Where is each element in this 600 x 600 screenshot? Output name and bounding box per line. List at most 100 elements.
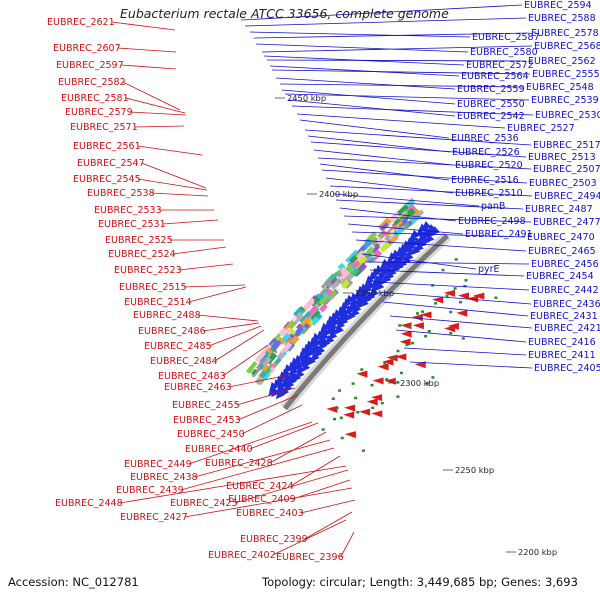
left-gene-label[interactable]: EUBREC_2428 [205,458,273,469]
right-leader-line [284,93,530,101]
right-gene-label[interactable]: EUBREC_2494 [534,191,600,202]
left-leader-line [111,21,176,31]
right-gene-label[interactable]: EUBREC_2580 [470,47,538,58]
left-gene-label[interactable]: EUBREC_2545 [73,174,141,185]
right-gene-label[interactable]: EUBREC_2536 [451,133,519,144]
small-feature-mark [391,357,395,361]
left-gene-label[interactable]: EUBREC_2425 [170,498,238,509]
left-gene-label[interactable]: EUBREC_2561 [73,141,141,152]
right-gene-label[interactable]: EUBREC_2572 [466,60,534,71]
right-gene-label[interactable]: EUBREC_2436 [533,299,600,310]
right-leader-line [373,281,530,291]
right-gene-label[interactable]: EUBREC_2416 [528,337,596,348]
right-gene-label[interactable]: EUBREC_2456 [531,259,599,270]
left-gene-label[interactable]: EUBREC_2440 [185,444,253,455]
right-gene-label[interactable]: EUBREC_2442 [531,285,599,296]
left-gene-label[interactable]: EUBREC_2524 [108,249,176,260]
left-gene-label[interactable]: EUBREC_2515 [119,282,187,293]
right-gene-label[interactable]: pyrE [478,264,500,275]
left-gene-label[interactable]: EUBREC_2449 [124,459,192,470]
right-gene-label[interactable]: EUBREC_2454 [526,271,594,282]
left-gene-label[interactable]: EUBREC_2424 [226,481,294,492]
left-gene-label[interactable]: EUBREC_2571 [70,122,138,133]
right-gene-label[interactable]: EUBREC_2539 [531,95,599,106]
left-leader-line [236,387,296,406]
left-leader-line [184,487,353,518]
left-gene-label[interactable]: EUBREC_2581 [61,93,129,104]
left-gene-label[interactable]: EUBREC_2488 [133,310,201,321]
left-gene-label[interactable]: EUBREC_2483 [158,371,226,382]
right-gene-label[interactable]: EUBREC_2470 [527,232,595,243]
right-gene-label[interactable]: EUBREC_2594 [524,0,592,11]
left-gene-label[interactable]: EUBREC_2409 [228,494,296,505]
left-leader-line [202,322,260,332]
left-gene-label[interactable]: EUBREC_2402 [208,550,276,561]
left-gene-label[interactable]: EUBREC_2523 [114,265,182,276]
right-gene-label[interactable]: EUBREC_2559 [457,84,525,95]
right-gene-label[interactable]: EUBREC_2421 [534,323,600,334]
right-gene-label[interactable]: EUBREC_2548 [526,82,594,93]
left-gene-label[interactable]: EUBREC_2582 [58,77,126,88]
left-gene-label[interactable]: EUBREC_2525 [105,235,173,246]
right-gene-label[interactable]: panB [481,201,505,212]
left-leader-line [269,431,327,464]
right-gene-label[interactable]: EUBREC_2517 [533,140,600,151]
small-feature-mark [385,378,389,381]
right-gene-label[interactable]: EUBREC_2507 [533,164,600,175]
right-gene-label[interactable]: EUBREC_2542 [457,111,525,122]
right-gene-label[interactable]: EUBREC_2431 [530,311,598,322]
right-gene-label[interactable]: EUBREC_2498 [458,216,526,227]
right-gene-label[interactable]: EUBREC_2526 [452,147,520,158]
right-gene-label[interactable]: EUBREC_2477 [533,217,600,228]
left-gene-label[interactable]: EUBREC_2396 [276,552,344,563]
right-gene-label[interactable]: EUBREC_2568 [534,41,600,52]
right-gene-label[interactable]: EUBREC_2588 [528,13,596,24]
right-gene-label[interactable]: EUBREC_2520 [455,160,523,171]
right-gene-label[interactable]: EUBREC_2587 [472,32,540,43]
left-gene-label[interactable]: EUBREC_2607 [53,43,121,54]
left-gene-label[interactable]: EUBREC_2579 [65,107,133,118]
right-gene-label[interactable]: EUBREC_2503 [529,178,597,189]
left-gene-label[interactable]: EUBREC_2438 [130,472,198,483]
left-gene-label[interactable]: EUBREC_2453 [173,415,241,426]
small-feature-mark [464,279,468,282]
left-gene-label[interactable]: EUBREC_2427 [120,512,188,523]
right-gene-label[interactable]: EUBREC_2405 [534,363,600,374]
left-gene-label[interactable]: EUBREC_2514 [124,297,192,308]
left-gene-label[interactable]: EUBREC_2538 [87,188,155,199]
right-gene-label[interactable]: EUBREC_2513 [528,152,596,163]
left-gene-label[interactable]: EUBREC_2399 [240,534,308,545]
left-gene-label[interactable]: EUBREC_2547 [77,158,145,169]
left-gene-label[interactable]: EUBREC_2621 [47,17,115,28]
left-gene-label[interactable]: EUBREC_2597 [56,60,124,71]
left-gene-label[interactable]: EUBREC_2403 [236,508,304,519]
right-gene-label[interactable]: EUBREC_2465 [528,246,596,257]
right-gene-label[interactable]: EUBREC_2578 [531,28,599,39]
small-feature-mark [459,300,463,304]
left-gene-label[interactable]: EUBREC_2450 [177,429,245,440]
right-gene-label[interactable]: EUBREC_2491 [465,229,533,240]
right-gene-label[interactable]: EUBREC_2562 [528,56,596,67]
right-gene-label[interactable]: EUBREC_2530 [535,110,600,121]
left-gene-label[interactable]: EUBREC_2486 [138,326,206,337]
right-gene-label[interactable]: EUBREC_2564 [461,71,529,82]
left-gene-label[interactable]: EUBREC_2531 [98,219,166,230]
right-gene-label[interactable]: EUBREC_2550 [457,99,525,110]
left-gene-label[interactable]: EUBREC_2448 [55,498,123,509]
left-gene-label[interactable]: EUBREC_2463 [164,382,232,393]
small-feature-mark [396,381,400,384]
right-gene-label[interactable]: EUBREC_2527 [507,123,575,134]
small-feature-mark [416,312,419,315]
right-leader-line [271,69,531,75]
left-gene-label[interactable]: EUBREC_2455 [172,400,240,411]
right-gene-label[interactable]: EUBREC_2555 [532,69,600,80]
left-gene-label[interactable]: EUBREC_2484 [150,356,218,367]
left-leader-line [129,111,187,116]
reverse-gene-arrow [399,338,411,346]
left-gene-label[interactable]: EUBREC_2533 [94,205,162,216]
right-gene-label[interactable]: EUBREC_2411 [528,350,596,361]
left-gene-label[interactable]: EUBREC_2439 [116,485,184,496]
right-gene-label[interactable]: EUBREC_2487 [525,204,593,215]
left-leader-line [222,344,269,377]
left-gene-label[interactable]: EUBREC_2485 [144,341,212,352]
